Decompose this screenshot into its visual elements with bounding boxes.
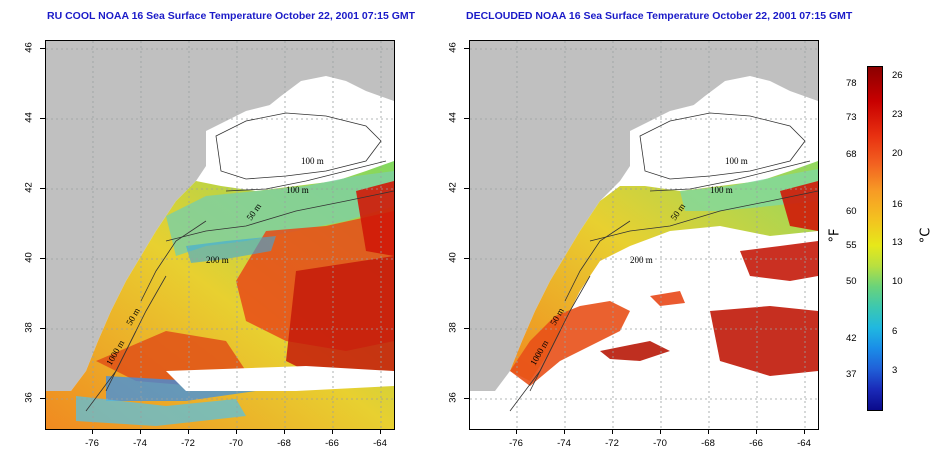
x-tick-label: -76: [85, 438, 99, 449]
right-map-title: DECLOUDED NOAA 16 Sea Surface Temperatur…: [466, 10, 853, 22]
celsius-tick-label: 26: [892, 70, 903, 81]
y-tick-mark: [40, 188, 45, 189]
celsius-unit-label: °C: [918, 227, 934, 244]
x-tick-mark: [708, 429, 709, 434]
x-tick-label: -70: [653, 438, 667, 449]
land-mass: [46, 41, 394, 391]
x-tick-mark: [516, 429, 517, 434]
celsius-tick-label: 10: [892, 276, 903, 287]
y-tick-mark: [464, 398, 469, 399]
right-sst-map: 100 m 100 m 50 m 200 m 50 m 1000 m: [469, 40, 819, 430]
contour-label: 100 m: [286, 185, 309, 195]
contour-label: 100 m: [725, 156, 748, 166]
y-tick-mark: [464, 118, 469, 119]
x-tick-label: -66: [325, 438, 339, 449]
temperature-colorbar: [867, 66, 883, 411]
y-tick-label: 46: [23, 42, 35, 53]
fahrenheit-tick-label: 55: [846, 240, 857, 251]
y-tick-label: 46: [447, 42, 459, 53]
x-tick-label: -74: [133, 438, 147, 449]
y-tick-label: 42: [447, 182, 459, 193]
left-map-graphic: 100 m 100 m 50 m 200 m 50 m 1000 m: [46, 41, 394, 429]
y-tick-label: 40: [447, 252, 459, 263]
fahrenheit-tick-label: 50: [846, 276, 857, 287]
y-tick-mark: [40, 328, 45, 329]
x-tick-mark: [188, 429, 189, 434]
y-tick-mark: [40, 258, 45, 259]
contour-label: 200 m: [630, 255, 653, 265]
fahrenheit-tick-label: 73: [846, 112, 857, 123]
left-map-title: RU COOL NOAA 16 Sea Surface Temperature …: [47, 10, 416, 22]
fahrenheit-tick-label: 42: [846, 333, 857, 344]
fahrenheit-tick-label: 68: [846, 149, 857, 160]
y-tick-mark: [40, 118, 45, 119]
contour-label: 100 m: [710, 185, 733, 195]
fahrenheit-tick-label: 78: [846, 78, 857, 89]
y-tick-mark: [464, 48, 469, 49]
x-tick-label: -72: [181, 438, 195, 449]
y-tick-label: 42: [23, 182, 35, 193]
celsius-tick-label: 16: [892, 199, 903, 210]
x-tick-label: -72: [605, 438, 619, 449]
x-tick-label: -64: [373, 438, 387, 449]
y-tick-label: 38: [447, 322, 459, 333]
fahrenheit-tick-label: 60: [846, 206, 857, 217]
y-tick-label: 38: [23, 322, 35, 333]
x-tick-label: -64: [797, 438, 811, 449]
contour-label: 100 m: [301, 156, 324, 166]
y-tick-label: 36: [23, 392, 35, 403]
right-map-graphic: 100 m 100 m 50 m 200 m 50 m 1000 m: [470, 41, 818, 429]
x-tick-label: -76: [509, 438, 523, 449]
y-tick-mark: [464, 188, 469, 189]
x-tick-mark: [660, 429, 661, 434]
x-tick-label: -68: [277, 438, 291, 449]
x-tick-mark: [380, 429, 381, 434]
y-tick-label: 44: [23, 112, 35, 123]
y-tick-label: 44: [447, 112, 459, 123]
celsius-tick-label: 6: [892, 326, 898, 337]
x-tick-mark: [92, 429, 93, 434]
fahrenheit-tick-label: 37: [846, 369, 857, 380]
left-sst-map: 100 m 100 m 50 m 200 m 50 m 1000 m: [45, 40, 395, 430]
y-tick-mark: [464, 258, 469, 259]
x-tick-mark: [140, 429, 141, 434]
x-tick-label: -74: [557, 438, 571, 449]
y-tick-label: 36: [447, 392, 459, 403]
x-tick-mark: [236, 429, 237, 434]
x-tick-label: -66: [749, 438, 763, 449]
y-tick-mark: [464, 328, 469, 329]
x-tick-mark: [756, 429, 757, 434]
y-tick-mark: [40, 48, 45, 49]
x-tick-mark: [564, 429, 565, 434]
celsius-tick-label: 23: [892, 109, 903, 120]
x-tick-label: -68: [701, 438, 715, 449]
x-tick-mark: [284, 429, 285, 434]
celsius-tick-label: 3: [892, 365, 898, 376]
celsius-tick-label: 20: [892, 148, 903, 159]
contour-label: 200 m: [206, 255, 229, 265]
y-tick-label: 40: [23, 252, 35, 263]
x-tick-label: -70: [229, 438, 243, 449]
y-tick-mark: [40, 398, 45, 399]
x-tick-mark: [804, 429, 805, 434]
celsius-tick-label: 13: [892, 237, 903, 248]
x-tick-mark: [332, 429, 333, 434]
fahrenheit-unit-label: °F: [827, 228, 843, 243]
x-tick-mark: [612, 429, 613, 434]
